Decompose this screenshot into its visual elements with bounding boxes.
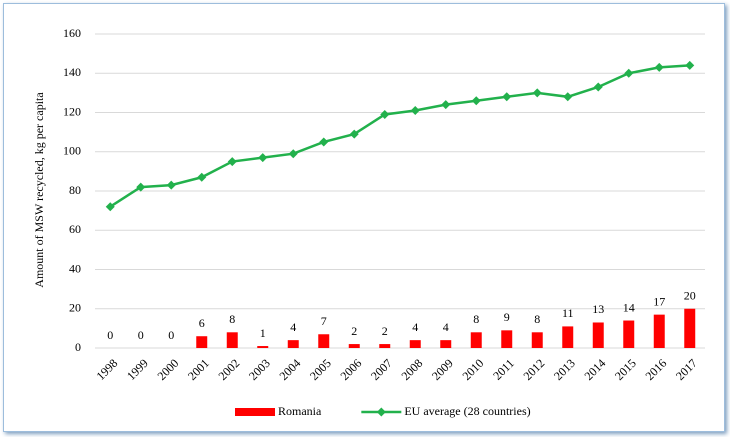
data-label: 4 xyxy=(412,320,418,334)
bar xyxy=(257,346,269,348)
bar xyxy=(348,344,360,348)
x-tick-label: 1998 xyxy=(93,356,120,383)
legend-label: EU average (28 countries) xyxy=(404,404,530,418)
x-tick-label: 2007 xyxy=(368,356,395,383)
data-label: 9 xyxy=(504,310,510,324)
bar xyxy=(623,320,635,348)
marker xyxy=(197,172,207,182)
bar xyxy=(379,344,391,348)
marker xyxy=(258,153,268,163)
marker xyxy=(227,157,237,167)
x-tick-label: 2011 xyxy=(490,356,517,383)
bar xyxy=(531,332,543,348)
y-tick-label: 0 xyxy=(75,340,81,354)
x-tick-label: 2006 xyxy=(337,356,364,383)
marker xyxy=(380,109,390,119)
marker xyxy=(624,68,634,78)
x-tick-label: 2009 xyxy=(429,356,456,383)
x-tick-label: 2002 xyxy=(215,356,242,383)
bar xyxy=(592,322,604,348)
bar xyxy=(501,330,513,348)
x-tick-label: 2013 xyxy=(551,356,578,383)
marker xyxy=(532,88,542,98)
data-label: 14 xyxy=(623,300,635,314)
data-label: 2 xyxy=(351,324,357,338)
line xyxy=(109,64,690,208)
x-tick-label: 2017 xyxy=(673,356,700,383)
legend-marker xyxy=(376,407,386,417)
x-tick-label: 2012 xyxy=(520,356,547,383)
x-tick-label: 2010 xyxy=(459,356,486,383)
marker xyxy=(563,92,573,102)
y-tick-label: 40 xyxy=(69,261,81,275)
data-label: 0 xyxy=(168,328,174,342)
bar xyxy=(318,334,330,348)
marker xyxy=(593,82,603,92)
data-label: 4 xyxy=(290,320,296,334)
marker xyxy=(502,92,512,102)
y-tick-label: 80 xyxy=(69,183,81,197)
bar xyxy=(470,332,482,348)
legend-swatch xyxy=(235,408,275,416)
marker xyxy=(288,149,298,159)
bar xyxy=(226,332,238,348)
marker xyxy=(685,60,695,70)
x-tick-label: 2001 xyxy=(185,356,212,383)
x-tick-label: 2008 xyxy=(398,356,425,383)
bar xyxy=(562,326,574,348)
marker xyxy=(105,202,115,212)
bar xyxy=(409,340,421,348)
data-label: 8 xyxy=(229,312,235,326)
marker xyxy=(136,182,146,192)
bar xyxy=(287,340,299,348)
bar xyxy=(196,336,208,348)
marker xyxy=(471,96,481,106)
bar xyxy=(653,314,665,348)
marker xyxy=(654,62,664,72)
x-tick-label: 2016 xyxy=(642,356,669,383)
x-tick-label: 2005 xyxy=(307,356,334,383)
bar xyxy=(440,340,452,348)
data-label: 1 xyxy=(260,326,266,340)
x-tick-label: 2015 xyxy=(612,356,639,383)
data-label: 11 xyxy=(562,306,574,320)
marker xyxy=(166,180,176,190)
data-label: 20 xyxy=(684,289,696,303)
y-tick-label: 160 xyxy=(63,26,81,40)
x-tick-label: 1999 xyxy=(124,356,151,383)
x-tick-label: 2003 xyxy=(246,356,273,383)
data-label: 8 xyxy=(534,312,540,326)
marker xyxy=(349,129,359,139)
data-label: 7 xyxy=(321,314,327,328)
marker xyxy=(319,137,329,147)
data-label: 0 xyxy=(107,328,113,342)
legend-label: Romania xyxy=(278,404,322,418)
y-tick-label: 60 xyxy=(69,222,81,236)
data-label: 17 xyxy=(653,294,665,308)
y-tick-label: 100 xyxy=(63,144,81,158)
data-label: 0 xyxy=(138,328,144,342)
data-label: 8 xyxy=(473,312,479,326)
y-tick-label: 140 xyxy=(63,65,81,79)
data-label: 4 xyxy=(443,320,449,334)
x-tick-label: 2014 xyxy=(581,356,608,383)
marker xyxy=(441,100,451,110)
marker xyxy=(410,106,420,116)
chart-frame xyxy=(3,3,725,432)
y-tick-label: 20 xyxy=(69,301,81,315)
x-tick-label: 2004 xyxy=(276,356,303,383)
data-label: 13 xyxy=(592,302,604,316)
y-axis-label: Amount of MSW recycled, kg per capita xyxy=(32,92,46,288)
x-tick-label: 2000 xyxy=(154,356,181,383)
data-label: 2 xyxy=(382,324,388,338)
data-label: 6 xyxy=(199,316,205,330)
bar xyxy=(684,308,696,348)
y-tick-label: 120 xyxy=(63,104,81,118)
